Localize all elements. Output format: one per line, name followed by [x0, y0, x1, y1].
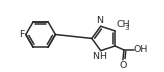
- Text: 3: 3: [124, 25, 129, 31]
- Text: H: H: [99, 52, 106, 61]
- Text: O: O: [119, 61, 127, 70]
- Text: N: N: [92, 52, 99, 61]
- Text: F: F: [19, 30, 24, 39]
- Text: N: N: [96, 16, 103, 25]
- Text: OH: OH: [134, 45, 148, 54]
- Text: CH: CH: [116, 20, 130, 29]
